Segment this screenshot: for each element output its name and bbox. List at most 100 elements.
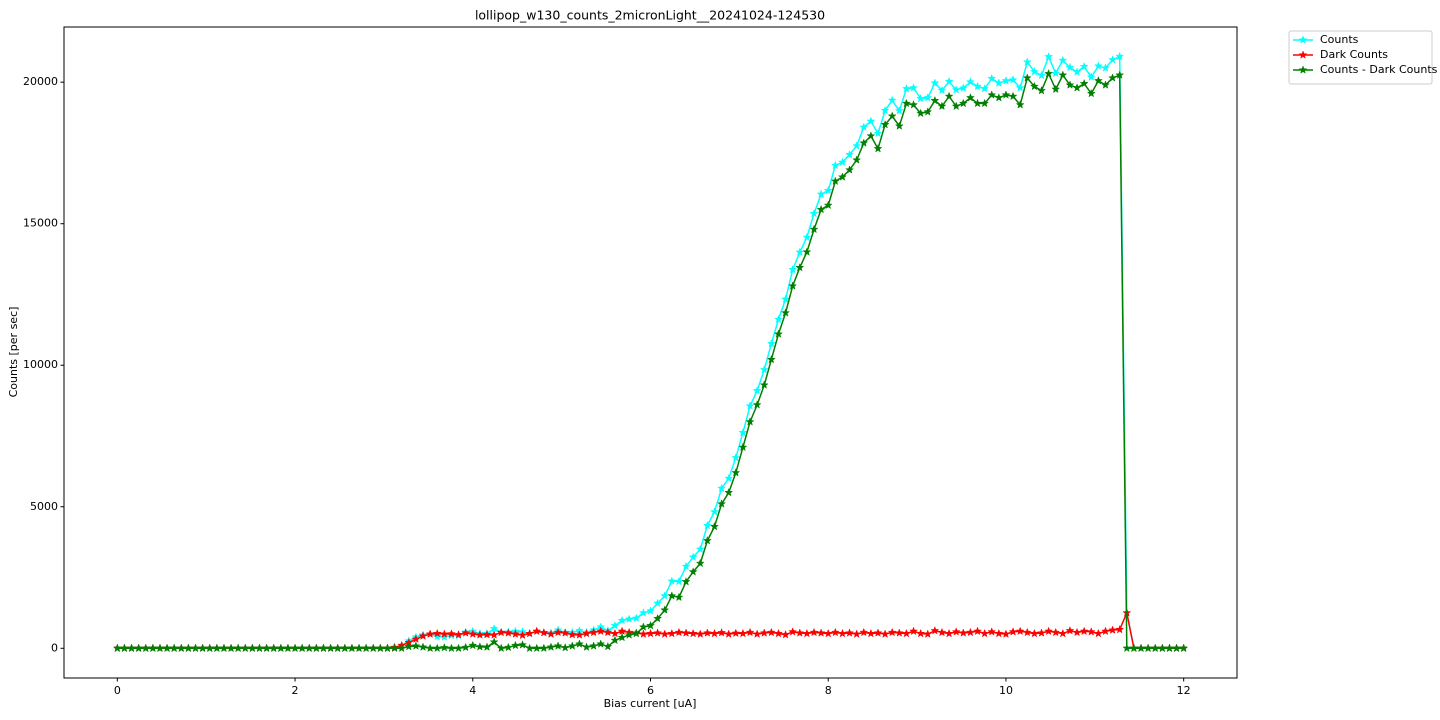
point-marker [788,264,798,274]
point-marker [752,629,762,638]
point-marker [717,627,727,637]
point-marker [738,427,748,437]
point-marker [567,629,577,639]
legend-marker [1298,65,1308,74]
point-marker [688,628,698,638]
point-marker [944,91,954,101]
point-marker [432,628,442,638]
point-marker [596,639,606,648]
point-marker [646,628,655,638]
point-marker [766,339,776,348]
point-marker [816,204,826,214]
point-marker [546,642,556,651]
point-marker [1072,83,1082,92]
point-marker [468,640,478,650]
point-marker [980,628,990,638]
y-axis-label: Counts [per sec] [7,307,20,398]
y-tick-label: 5000 [30,500,58,513]
point-marker [724,629,734,638]
point-marker [987,627,997,636]
y-tick-label: 20000 [23,75,58,88]
point-marker [510,640,520,650]
point-marker [965,627,975,637]
point-marker [688,552,698,561]
point-marker [738,442,748,452]
point-marker [667,628,677,638]
point-marker [631,613,641,623]
legend-marker [1298,35,1308,44]
point-marker [951,627,961,636]
point-marker [1086,72,1096,81]
point-marker [418,642,428,651]
point-marker [695,629,705,638]
point-marker [845,628,855,637]
point-marker [1029,628,1039,638]
point-marker [518,630,528,640]
x-tick-label: 12 [1177,684,1191,697]
point-marker [823,628,833,638]
y-tick-label: 15000 [23,217,58,230]
point-marker [674,592,684,602]
point-marker [461,642,471,652]
point-marker [994,628,1004,638]
point-marker [852,155,862,164]
point-marker [909,626,919,636]
point-marker [887,95,897,105]
point-marker [610,620,620,630]
point-marker [852,629,862,638]
point-marker [1108,625,1118,634]
point-marker [1008,75,1018,84]
point-marker [1015,100,1025,109]
legend-label: Counts [1320,33,1359,46]
point-marker [923,107,933,116]
point-marker [859,122,869,132]
point-marker [411,641,421,650]
point-marker [496,627,506,637]
point-marker [1029,81,1039,91]
point-marker [439,642,449,652]
point-marker [681,628,691,637]
point-marker [752,400,762,409]
point-marker [759,365,769,374]
point-marker [944,76,954,86]
point-marker [887,627,897,637]
point-marker [980,83,990,93]
point-marker [1093,61,1103,70]
point-marker [916,108,926,118]
point-marker [958,98,968,108]
point-marker [525,628,535,638]
point-marker [894,121,904,130]
point-marker [1044,68,1054,78]
point-marker [553,627,563,637]
point-marker [454,629,464,639]
point-marker [965,77,975,86]
point-marker [1051,68,1061,78]
point-marker [752,385,762,395]
point-marker [1001,629,1011,638]
point-marker [994,78,1004,87]
point-marker [1001,76,1011,85]
point-marker [503,628,513,637]
point-marker [432,631,442,641]
point-marker [1079,78,1089,88]
point-marker [781,294,791,304]
point-marker [845,165,855,174]
point-marker [603,641,613,651]
point-marker [1093,76,1103,85]
point-marker [745,417,755,426]
point-marker [660,629,670,638]
point-marker [710,521,719,531]
point-marker [987,73,997,83]
point-marker [1079,61,1089,71]
point-marker [909,83,919,92]
point-marker [681,561,691,571]
point-marker [1115,624,1125,634]
point-marker [695,544,705,554]
point-marker [944,628,954,638]
point-marker [439,629,449,638]
point-marker [916,93,926,103]
point-marker [432,643,442,653]
point-marker [965,93,975,102]
point-marker [1051,84,1061,94]
